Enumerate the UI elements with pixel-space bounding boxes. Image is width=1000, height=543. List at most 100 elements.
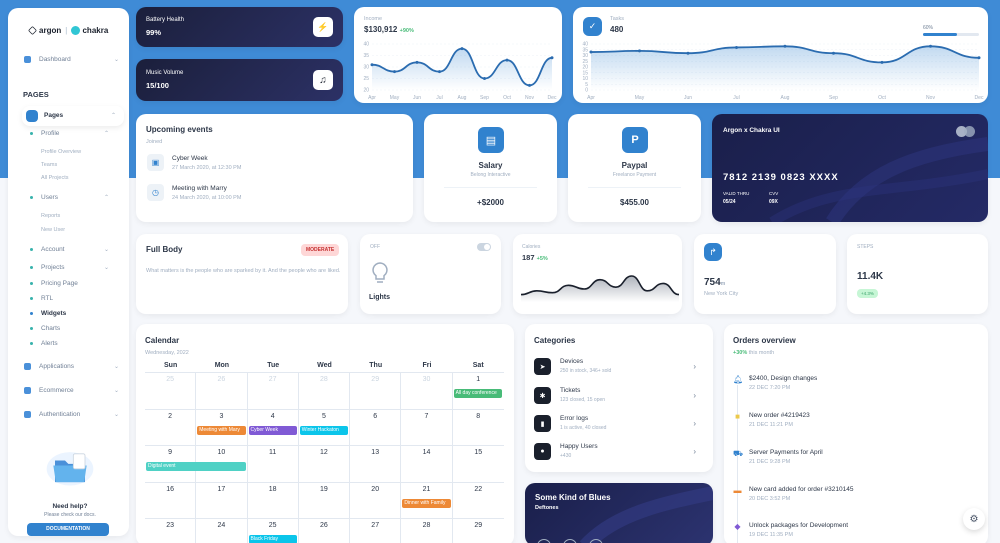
calendar-day-cell[interactable]: 27: [350, 519, 402, 543]
credit-card: Argon x Chakra UI 7812 2139 0823 XXXX VA…: [712, 114, 988, 222]
event-title[interactable]: Cyber Week: [172, 155, 208, 162]
x-tick-label: May: [390, 95, 400, 101]
calendar-day-cell[interactable]: 14: [401, 446, 453, 482]
data-point: [977, 56, 981, 60]
calendar-day-cell[interactable]: 15: [474, 449, 483, 456]
calendar-day-cell[interactable]: 8: [476, 412, 481, 420]
mastercard-icon: [956, 126, 976, 137]
calendar-day-cell[interactable]: 24: [196, 519, 248, 543]
lights-toggle[interactable]: [477, 243, 491, 251]
calendar-day-header: Wed: [317, 362, 332, 369]
chevron-right-icon[interactable]: ›: [693, 391, 696, 400]
calendar-day-cell[interactable]: 26: [299, 519, 351, 543]
calendar-day-cell[interactable]: 22: [474, 485, 483, 493]
calendar-event[interactable]: Black Friday: [248, 535, 297, 543]
calendar-day-cell[interactable]: 30: [401, 373, 453, 409]
sidebar-item-profile-overview[interactable]: Profile Overview: [41, 149, 82, 155]
calendar-day-cell[interactable]: 19: [299, 482, 351, 518]
sidebar-item-pricing-page[interactable]: Pricing Page: [30, 280, 78, 287]
sidebar-item-users[interactable]: Users: [30, 194, 59, 201]
sidebar-item-account[interactable]: Account: [30, 246, 66, 253]
x-tick-label: Apr: [587, 95, 595, 101]
check-icon: ✓: [583, 17, 602, 36]
calendar-day-cell[interactable]: 25: [145, 373, 197, 409]
song-title: Some Kind of Blues: [535, 493, 611, 502]
sidebar-item-applications[interactable]: Applications ⌄: [24, 363, 119, 370]
calendar-event[interactable]: Dinner with Family: [402, 498, 451, 508]
category-tickets[interactable]: ✱ Tickets 123 closed, 15 open ›: [534, 384, 704, 408]
salary-card: ▤ Salary Belong Interactive +$2000: [424, 114, 557, 222]
calendar-day-cell[interactable]: 6: [350, 409, 402, 445]
calendar-day-cell[interactable]: 4 Cyber Week: [248, 409, 299, 445]
chevron-right-icon[interactable]: ›: [693, 362, 696, 371]
tasks-progress-bar: [923, 33, 979, 36]
sidebar-item-authentication[interactable]: Authentication ⌄: [24, 411, 119, 418]
category-error-logs[interactable]: ▮ Error logs 1 is active, 40 closed ›: [534, 412, 704, 436]
calories-card: Calories 187 +5%: [513, 234, 682, 314]
calendar-day-cell[interactable]: 10: [196, 446, 248, 482]
x-tick-label: Nov: [926, 95, 935, 101]
user-icon: [24, 411, 31, 418]
share-arrow-icon: ↱: [704, 243, 722, 261]
y-tick-label: 30: [582, 53, 588, 59]
html-icon: ■: [735, 412, 740, 421]
calendar-day-cell[interactable]: 18: [248, 482, 299, 518]
sidebar-item-pages[interactable]: Pages ⌃: [22, 106, 124, 126]
calendar-day-cell[interactable]: 29: [474, 522, 483, 529]
calendar-day-cell[interactable]: 20: [350, 482, 402, 518]
calendar-day-cell[interactable]: 13: [350, 446, 402, 482]
calendar-day-cell[interactable]: 28: [299, 373, 351, 409]
category-happy-users[interactable]: ● Happy Users +430 ›: [534, 440, 704, 464]
tasks-value: 480: [610, 25, 624, 34]
calendar-day-cell[interactable]: 9 Digital event: [145, 446, 246, 482]
x-tick-label: Oct: [503, 95, 511, 101]
calendar-event[interactable]: All day conference: [453, 389, 502, 398]
calendar-event[interactable]: Meeting with Mary: [197, 425, 246, 435]
calendar-day-cell[interactable]: 5 Winter Hackaton: [299, 409, 351, 445]
sidebar-item-widgets[interactable]: Widgets: [30, 310, 67, 317]
lights-card: OFF Lights: [360, 234, 501, 314]
calendar-day-cell[interactable]: 7: [401, 409, 453, 445]
calendar-event[interactable]: Winter Hackaton: [299, 425, 349, 435]
sidebar-item-profile[interactable]: Profile: [30, 130, 60, 137]
calendar-event[interactable]: Digital event: [146, 462, 246, 471]
calendar-day-cell[interactable]: 26: [196, 373, 248, 409]
calendar-day-cell[interactable]: 3 Meeting with Mary: [196, 409, 248, 445]
sidebar-item-alerts[interactable]: Alerts: [30, 340, 59, 347]
chevron-right-icon[interactable]: ›: [693, 419, 696, 428]
calendar-day-header: Sat: [472, 362, 484, 369]
calendar-day-cell[interactable]: 27: [248, 373, 299, 409]
timeline-line: [737, 385, 738, 543]
documentation-button[interactable]: DOCUMENTATION: [27, 523, 109, 536]
calendar-day-cell[interactable]: 11: [248, 446, 299, 482]
calendar-day-cell[interactable]: 12: [299, 446, 351, 482]
sidebar-item-projects[interactable]: Projects: [30, 264, 65, 271]
sidebar-item-ecommerce[interactable]: Ecommerce ⌄: [24, 387, 119, 394]
sidebar-item-new-user[interactable]: New User: [41, 227, 66, 233]
settings-gear-button[interactable]: ⚙: [963, 508, 985, 530]
event-title[interactable]: Meeting with Marry: [172, 185, 227, 192]
chevron-right-icon[interactable]: ›: [693, 447, 696, 456]
x-tick-label: Aug: [781, 95, 790, 101]
calendar-day-cell[interactable]: 17: [196, 482, 248, 518]
brand-logo[interactable]: argon | chakra: [28, 26, 108, 36]
data-point: [505, 58, 509, 62]
sidebar-item-rtl[interactable]: RTL: [30, 295, 54, 302]
sidebar-item-all-projects[interactable]: All Projects: [41, 175, 69, 181]
sidebar-item-reports[interactable]: Reports: [41, 213, 61, 219]
calendar-day-cell[interactable]: 25 Black Friday: [248, 519, 299, 543]
calendar-day-cell[interactable]: 21 Dinner with Family: [401, 482, 453, 518]
sidebar-item-teams[interactable]: Teams: [41, 162, 58, 168]
data-point: [638, 49, 641, 53]
calendar-day-cell[interactable]: 28: [401, 519, 453, 543]
category-devices[interactable]: ➤ Devices 250 in stock, 346+ sold ›: [534, 355, 704, 379]
calendar-day-cell[interactable]: 16: [145, 482, 197, 518]
calendar-event[interactable]: Cyber Week: [248, 425, 297, 435]
calendar-day-cell[interactable]: 2: [145, 409, 197, 445]
sidebar-item-charts[interactable]: Charts: [30, 325, 61, 332]
calendar-day-cell[interactable]: 23: [145, 519, 197, 543]
calendar-day-cell[interactable]: 29: [350, 373, 402, 409]
chevron-down-icon: ⌄: [113, 388, 119, 394]
calendar-day-cell[interactable]: 1 All day conference: [453, 373, 504, 409]
sidebar-item-dashboard[interactable]: Dashboard ⌄: [24, 56, 119, 63]
